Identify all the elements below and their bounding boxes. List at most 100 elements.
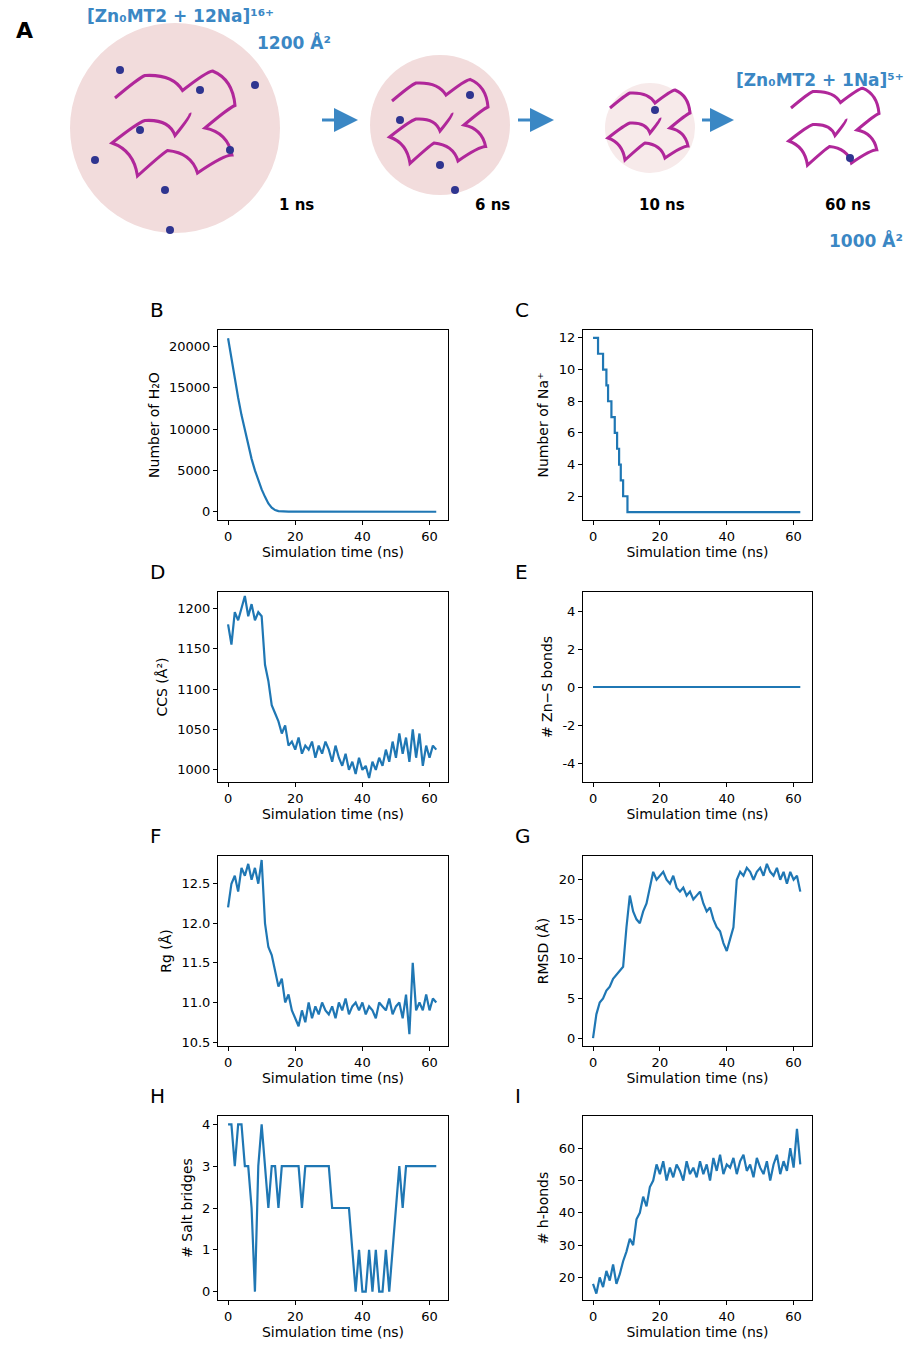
- svg-text:5: 5: [567, 991, 575, 1006]
- svg-text:I: I: [515, 1084, 521, 1108]
- svg-text:4: 4: [567, 457, 575, 472]
- svg-text:[Zn₀MT2 + 12Na]¹⁶⁺: [Zn₀MT2 + 12Na]¹⁶⁺: [87, 6, 274, 26]
- svg-text:Number of Na⁺: Number of Na⁺: [535, 372, 551, 477]
- svg-text:1200 Å²: 1200 Å²: [257, 31, 331, 53]
- svg-text:1000: 1000: [177, 762, 210, 777]
- svg-text:30: 30: [559, 1238, 576, 1253]
- svg-text:10 ns: 10 ns: [639, 196, 685, 214]
- svg-text:Simulation time (ns): Simulation time (ns): [626, 544, 768, 560]
- svg-text:Simulation time (ns): Simulation time (ns): [262, 1070, 404, 1086]
- svg-text:RMSD (Å): RMSD (Å): [535, 918, 551, 984]
- svg-text:Simulation time (ns): Simulation time (ns): [262, 1324, 404, 1340]
- svg-text:0: 0: [224, 791, 232, 806]
- svg-text:40: 40: [718, 529, 735, 544]
- svg-text:[Zn₀MT2 + 1Na]⁵⁺: [Zn₀MT2 + 1Na]⁵⁺: [736, 70, 904, 90]
- svg-text:0: 0: [202, 1284, 210, 1299]
- svg-text:1: 1: [202, 1242, 210, 1257]
- svg-text:1 ns: 1 ns: [279, 196, 314, 214]
- svg-text:0: 0: [589, 791, 597, 806]
- svg-text:20: 20: [559, 872, 576, 887]
- svg-text:2: 2: [567, 642, 575, 657]
- svg-text:F: F: [150, 824, 162, 848]
- svg-text:0: 0: [224, 1055, 232, 1070]
- svg-text:0: 0: [589, 1055, 597, 1070]
- svg-text:2: 2: [202, 1201, 210, 1216]
- svg-text:CCS (Å²): CCS (Å²): [154, 657, 170, 716]
- svg-text:40: 40: [718, 1055, 735, 1070]
- svg-text:60: 60: [559, 1141, 576, 1156]
- svg-text:10.5: 10.5: [181, 1035, 210, 1050]
- svg-text:Number of H₂O: Number of H₂O: [146, 372, 162, 478]
- svg-text:60: 60: [785, 1309, 802, 1324]
- svg-text:A: A: [16, 18, 33, 43]
- svg-text:40: 40: [559, 1205, 576, 1220]
- svg-text:Simulation time (ns): Simulation time (ns): [262, 544, 404, 560]
- svg-text:20: 20: [652, 1055, 669, 1070]
- svg-text:12.5: 12.5: [181, 876, 210, 891]
- svg-text:E: E: [515, 560, 528, 584]
- svg-text:1100: 1100: [177, 682, 210, 697]
- svg-text:Simulation time (ns): Simulation time (ns): [626, 806, 768, 822]
- svg-text:Simulation time (ns): Simulation time (ns): [626, 1324, 768, 1340]
- svg-text:5000: 5000: [177, 463, 210, 478]
- svg-text:0: 0: [567, 1031, 575, 1046]
- svg-text:Rg (Å): Rg (Å): [158, 929, 174, 973]
- svg-text:B: B: [150, 298, 164, 322]
- svg-text:60: 60: [421, 1055, 438, 1070]
- svg-text:40: 40: [718, 1309, 735, 1324]
- svg-text:11.0: 11.0: [181, 995, 210, 1010]
- svg-text:Simulation time (ns): Simulation time (ns): [262, 806, 404, 822]
- svg-text:20000: 20000: [169, 339, 210, 354]
- svg-text:60: 60: [785, 529, 802, 544]
- svg-text:20: 20: [287, 1309, 304, 1324]
- svg-text:40: 40: [354, 791, 371, 806]
- svg-text:20: 20: [652, 1309, 669, 1324]
- svg-text:0: 0: [224, 1309, 232, 1324]
- svg-text:# h-bonds: # h-bonds: [535, 1172, 551, 1245]
- svg-text:50: 50: [559, 1173, 576, 1188]
- svg-text:4: 4: [567, 604, 575, 619]
- svg-text:60: 60: [421, 1309, 438, 1324]
- svg-text:0: 0: [589, 529, 597, 544]
- svg-text:1050: 1050: [177, 722, 210, 737]
- svg-text:60: 60: [785, 791, 802, 806]
- svg-text:60 ns: 60 ns: [825, 196, 871, 214]
- svg-text:20: 20: [652, 791, 669, 806]
- svg-text:-2: -2: [562, 718, 575, 733]
- svg-text:12.0: 12.0: [181, 916, 210, 931]
- svg-text:15000: 15000: [169, 380, 210, 395]
- svg-text:10: 10: [559, 362, 576, 377]
- svg-text:40: 40: [718, 791, 735, 806]
- svg-text:20: 20: [652, 529, 669, 544]
- svg-text:0: 0: [589, 1309, 597, 1324]
- svg-text:0: 0: [567, 680, 575, 695]
- svg-text:-4: -4: [562, 756, 575, 771]
- svg-text:10000: 10000: [169, 422, 210, 437]
- svg-text:10: 10: [559, 951, 576, 966]
- svg-text:1200: 1200: [177, 601, 210, 616]
- svg-text:0: 0: [224, 529, 232, 544]
- svg-text:C: C: [515, 298, 529, 322]
- svg-text:40: 40: [354, 529, 371, 544]
- svg-text:# Zn−S bonds: # Zn−S bonds: [539, 636, 555, 738]
- svg-text:12: 12: [559, 330, 576, 345]
- svg-text:15: 15: [559, 912, 576, 927]
- svg-text:0: 0: [202, 504, 210, 519]
- svg-text:G: G: [515, 824, 531, 848]
- svg-text:11.5: 11.5: [181, 955, 210, 970]
- svg-text:8: 8: [567, 394, 575, 409]
- svg-text:20: 20: [287, 1055, 304, 1070]
- svg-text:Simulation time (ns): Simulation time (ns): [626, 1070, 768, 1086]
- svg-text:60: 60: [785, 1055, 802, 1070]
- svg-text:1000 Å²: 1000 Å²: [829, 229, 903, 251]
- svg-text:20: 20: [559, 1270, 576, 1285]
- svg-text:3: 3: [202, 1159, 210, 1174]
- svg-text:6: 6: [567, 425, 575, 440]
- svg-text:H: H: [150, 1084, 165, 1108]
- svg-text:40: 40: [354, 1055, 371, 1070]
- svg-text:D: D: [150, 560, 165, 584]
- svg-text:# Salt bridges: # Salt bridges: [179, 1158, 195, 1258]
- svg-text:1150: 1150: [177, 641, 210, 656]
- svg-text:6 ns: 6 ns: [475, 196, 510, 214]
- svg-text:60: 60: [421, 529, 438, 544]
